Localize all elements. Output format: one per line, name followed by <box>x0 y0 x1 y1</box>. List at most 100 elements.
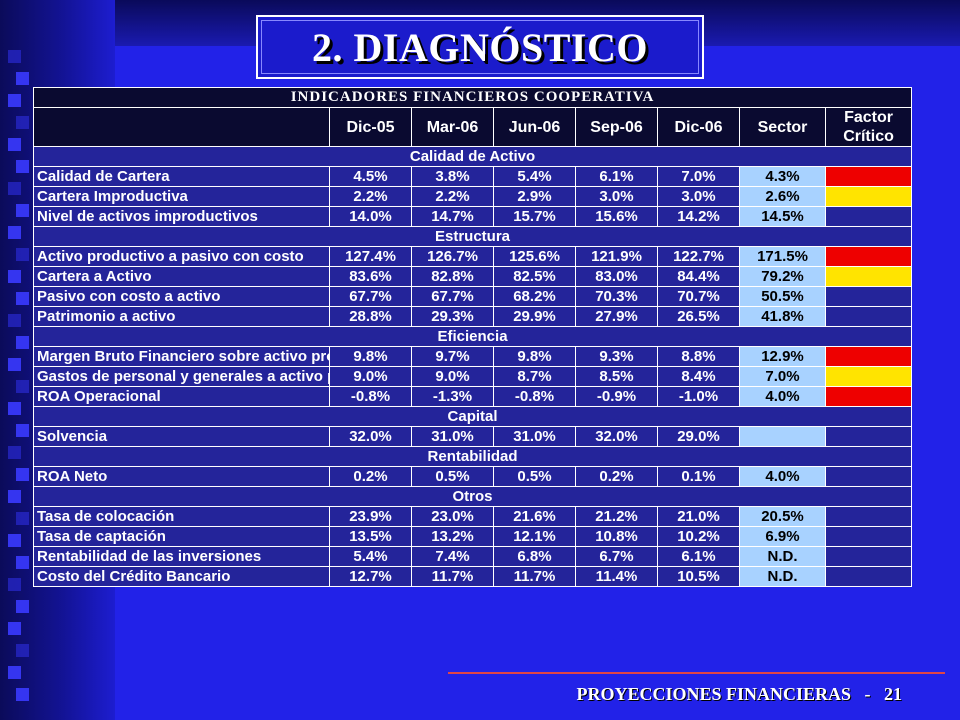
slide-title: 2. DIAGNÓSTICO <box>312 24 648 70</box>
period-value: 67.7% <box>411 286 494 307</box>
table-row: Cartera Improductiva 2.2% 2.2% 2.9% 3.0% 3.0%… <box>33 186 913 207</box>
period-value: 9.7% <box>411 346 494 367</box>
period-value: 82.5% <box>493 266 576 287</box>
period-value: 82.8% <box>411 266 494 287</box>
period-value: 127.4% <box>329 246 412 267</box>
period-value: 29.3% <box>411 306 494 327</box>
period-value: 9.3% <box>575 346 658 367</box>
table-row: Solvencia 32.0% 31.0% 31.0% 32.0% 29.0% <box>33 426 913 447</box>
decor-square <box>8 270 21 283</box>
period-value: 122.7% <box>657 246 740 267</box>
sector-value: 2.6% <box>739 186 826 207</box>
period-value: 5.4% <box>329 546 412 567</box>
sector-value: 4.0% <box>739 386 826 407</box>
critical-factor-indicator <box>824 466 913 487</box>
period-value: 9.8% <box>329 346 412 367</box>
table-row: Nivel de activos improductivos 14.0% 14.7%… <box>33 206 913 227</box>
sector-value: 6.9% <box>739 526 826 547</box>
table-row: Pasivo con costo a activo 67.7% 67.7% 68.2%… <box>33 286 913 307</box>
decor-square <box>8 622 21 635</box>
table-title: INDICADORES FINANCIEROS COOPERATIVA <box>32 87 913 108</box>
decor-square <box>8 314 21 327</box>
critical-factor-indicator <box>824 506 913 527</box>
period-value: -1.3% <box>411 386 494 407</box>
period-value: 11.7% <box>493 566 576 587</box>
table-row: Rentabilidad de las inversiones 5.4% 7.4% 6… <box>33 546 913 567</box>
period-value: 70.7% <box>657 286 740 307</box>
row-label: ROA Operacional <box>33 386 330 407</box>
period-value: -1.0% <box>657 386 740 407</box>
critical-factor-indicator <box>824 166 913 187</box>
column-header: Jun-06 <box>493 107 576 147</box>
decor-square <box>8 490 21 503</box>
decor-square <box>8 578 21 591</box>
decor-square <box>8 358 21 371</box>
period-value: 14.7% <box>411 206 494 227</box>
decor-square <box>16 688 29 701</box>
section-title: Calidad de Activo <box>32 146 913 167</box>
factor-header-line2: Crítico <box>843 128 894 145</box>
footer: PROYECCIONES FINANCIERAS - 21 <box>576 684 902 705</box>
row-label: Pasivo con costo a activo <box>33 286 330 307</box>
period-value: 31.0% <box>411 426 494 447</box>
period-value: 31.0% <box>493 426 576 447</box>
period-value: 13.5% <box>329 526 412 547</box>
decor-square <box>16 512 29 525</box>
period-value: 0.5% <box>411 466 494 487</box>
period-value: 15.6% <box>575 206 658 227</box>
footer-divider <box>448 672 945 674</box>
sector-value: N.D. <box>739 566 826 587</box>
row-label: Solvencia <box>33 426 330 447</box>
row-label: Tasa de captación <box>33 526 330 547</box>
slide-title-box: 2. DIAGNÓSTICO <box>256 15 704 79</box>
decor-square <box>16 72 29 85</box>
footer-text: PROYECCIONES FINANCIERAS <box>576 684 851 704</box>
critical-factor-indicator <box>824 386 913 407</box>
sector-value <box>739 426 826 447</box>
critical-factor-indicator <box>824 246 913 267</box>
column-header: Mar-06 <box>411 107 494 147</box>
sector-value: 7.0% <box>739 366 826 387</box>
decor-square <box>16 424 29 437</box>
decor-square <box>8 50 21 63</box>
period-value: 3.0% <box>575 186 658 207</box>
sector-value: 50.5% <box>739 286 826 307</box>
decor-square <box>16 644 29 657</box>
period-value: 26.5% <box>657 306 740 327</box>
row-label: ROA Neto <box>33 466 330 487</box>
period-value: 125.6% <box>493 246 576 267</box>
table-row: Margen Bruto Financiero sobre activo pro… <box>33 346 913 367</box>
row-label: Nivel de activos improductivos <box>33 206 330 227</box>
table-row: Calidad de Cartera 4.5% 3.8% 5.4% 6.1% 7.0% 4.… <box>33 166 913 187</box>
critical-factor-indicator <box>824 206 913 227</box>
period-value: -0.9% <box>575 386 658 407</box>
period-value: 6.7% <box>575 546 658 567</box>
period-value: 83.6% <box>329 266 412 287</box>
critical-factor-indicator <box>824 366 913 387</box>
period-value: 15.7% <box>493 206 576 227</box>
period-value: 8.8% <box>657 346 740 367</box>
sector-value: 171.5% <box>739 246 826 267</box>
period-value: 11.4% <box>575 566 658 587</box>
decor-squares <box>0 0 115 720</box>
sector-value: 4.3% <box>739 166 826 187</box>
period-value: 7.4% <box>411 546 494 567</box>
column-header-factor: Factor Crítico <box>824 107 913 147</box>
table-row: Activo productivo a pasivo con costo 127.… <box>33 246 913 267</box>
critical-factor-indicator <box>824 566 913 587</box>
decor-square <box>8 402 21 415</box>
period-value: 7.0% <box>657 166 740 187</box>
period-value: 0.1% <box>657 466 740 487</box>
period-value: 11.7% <box>411 566 494 587</box>
period-value: 0.2% <box>329 466 412 487</box>
period-value: 12.7% <box>329 566 412 587</box>
row-label: Cartera Improductiva <box>33 186 330 207</box>
section-title: Eficiencia <box>32 326 913 347</box>
section-title: Rentabilidad <box>32 446 913 467</box>
period-value: 83.0% <box>575 266 658 287</box>
table-row: Tasa de captación 13.5% 13.2% 12.1% 10.8% 10.… <box>33 526 913 547</box>
period-value: 21.0% <box>657 506 740 527</box>
financial-indicators-table: INDICADORES FINANCIEROS COOPERATIVA Dic-0… <box>32 87 913 587</box>
section-title: Otros <box>32 486 913 507</box>
period-value: -0.8% <box>493 386 576 407</box>
